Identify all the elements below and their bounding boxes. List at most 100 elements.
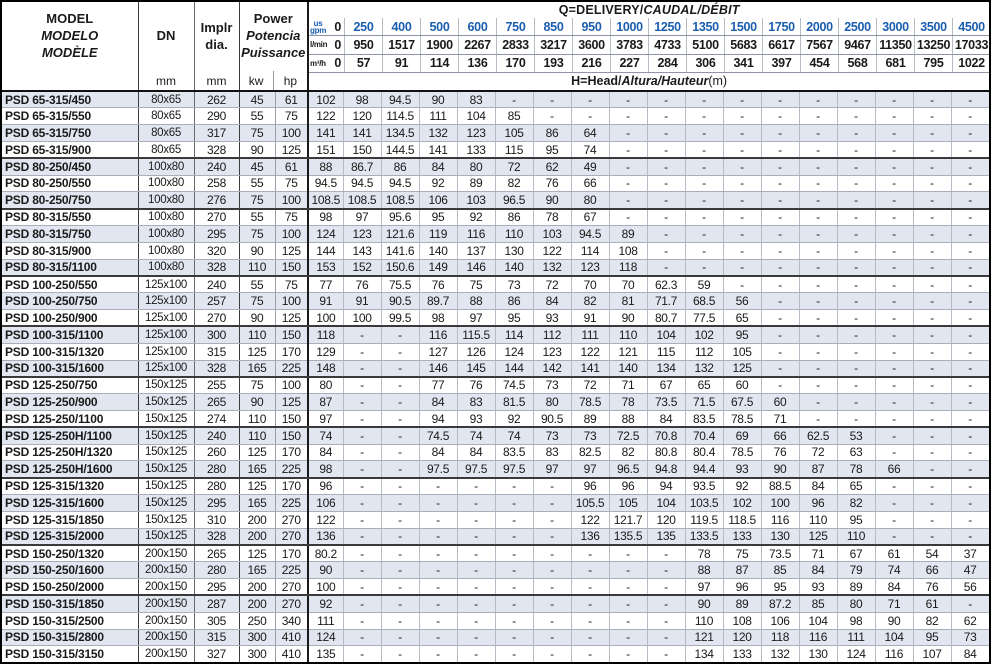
head-cell: -	[571, 578, 610, 597]
flow-value-gpm: 850	[534, 18, 572, 36]
head-cell: -	[951, 242, 989, 260]
head-cell: -	[875, 225, 914, 243]
head-cell: 93.5	[685, 477, 724, 495]
head-cell: -	[381, 376, 420, 395]
head-cell: -	[799, 410, 838, 429]
head-cell: 87	[723, 561, 762, 580]
head-cell: -	[457, 612, 496, 630]
head-cell: -	[837, 309, 876, 328]
hp-cell: 125	[275, 242, 310, 260]
head-cell: 93	[457, 410, 496, 429]
head-cell: 92	[495, 410, 534, 429]
dn-cell: 100x80	[138, 259, 195, 277]
table-row: PSD 100-250/750 125x100 257 75 100 91 91 90.5 89…	[2, 292, 989, 311]
dia-cell: 255	[194, 376, 240, 395]
head-cell: -	[761, 376, 800, 395]
head-cell: -	[951, 393, 989, 411]
head-cell: 97	[308, 410, 344, 429]
head-cell: -	[533, 477, 572, 495]
head-cell: 74	[495, 427, 534, 445]
table-row: PSD 65-315/900 80x65 328 90 125 151 150 144.5 14…	[2, 141, 989, 160]
head-cell: 118	[761, 629, 800, 647]
head-cell: -	[875, 259, 914, 277]
head-cell: -	[685, 208, 724, 226]
head-cell: -	[799, 376, 838, 395]
head-cell: 80.8	[647, 444, 686, 462]
head-cell: -	[533, 544, 572, 563]
head-cell: -	[571, 107, 610, 126]
head-cell: 133.5	[685, 528, 724, 546]
head-cell: -	[761, 191, 800, 210]
model-cell: PSD 125-315/1850	[2, 511, 139, 529]
kw-cell: 55	[239, 175, 276, 193]
head-cell: 97.5	[419, 460, 458, 479]
head-cell: -	[495, 629, 534, 647]
head-cell: -	[913, 208, 952, 226]
head-cell: 94.5	[381, 91, 420, 109]
head-cell: 102	[723, 494, 762, 512]
model-cell: PSD 125-250/900	[2, 393, 139, 411]
head-cell: 82	[609, 444, 648, 462]
head-cell: -	[723, 259, 762, 277]
hp-cell: 225	[275, 460, 310, 479]
head-cell: 80	[837, 595, 876, 613]
head-cell: -	[381, 393, 420, 411]
flow-row-m3h: m³/h 0 57 91 114 136 170 193 216 227 284 306 341 397 4…	[309, 53, 989, 72]
dn-cell: 200x150	[138, 578, 195, 597]
head-cell: -	[647, 242, 686, 260]
dn-cell: 100x80	[138, 175, 195, 193]
flow-value-gpm: 250	[344, 18, 382, 36]
head-cell: -	[951, 158, 989, 176]
head-cell: 76	[457, 376, 496, 395]
head-cell: -	[609, 124, 648, 142]
model-cell: PSD 125-250H/1600	[2, 460, 139, 479]
head-cell: 148	[308, 360, 344, 378]
head-cell: 134.5	[381, 124, 420, 142]
impeller-label-1: Implr	[200, 19, 233, 35]
head-cell: 121.6	[381, 225, 420, 243]
flow-row-gpm: us gpm 0 250 400 500 600 750 850 950 1000 1250 1350…	[309, 18, 989, 36]
head-cell: 90	[609, 309, 648, 328]
head-cell: 89	[609, 225, 648, 243]
head-cell: 116	[875, 645, 914, 662]
head-cell: -	[381, 561, 420, 580]
flow-value-lmin: 1900	[420, 36, 458, 54]
head-cell: -	[723, 107, 762, 126]
dia-cell: 290	[194, 107, 240, 126]
head-cell: -	[837, 175, 876, 193]
head-cell: -	[913, 242, 952, 260]
head-cell: 93	[799, 578, 838, 597]
head-cell: -	[799, 208, 838, 226]
head-cell: 144	[308, 242, 344, 260]
head-cell: 84	[799, 561, 838, 580]
head-cell: -	[495, 91, 534, 109]
kw-cell: 200	[239, 595, 276, 613]
dn-cell: 150x125	[138, 376, 195, 395]
head-cell: 85	[495, 107, 534, 126]
head-cell: 106	[419, 191, 458, 210]
head-cell: -	[647, 544, 686, 563]
head-cell: -	[951, 376, 989, 395]
flow-value-gpm: 600	[458, 18, 496, 36]
head-cell: -	[343, 360, 382, 378]
head-cell: -	[343, 612, 382, 630]
head-cell: 105	[609, 494, 648, 512]
hp-cell: 125	[275, 393, 310, 411]
head-cell: 93	[533, 309, 572, 328]
flow-zero-value: 0	[334, 19, 342, 34]
head-cell: 84	[799, 477, 838, 495]
table-row: PSD 150-315/1850 200x150 287 200 270 92- - - - - -…	[2, 595, 989, 613]
head-cell: -	[875, 175, 914, 193]
hp-cell: 270	[275, 595, 310, 613]
head-cell: 91	[571, 309, 610, 328]
head-cell: -	[799, 259, 838, 277]
head-cell: 84	[875, 578, 914, 597]
head-cell: 73.5	[761, 544, 800, 563]
head-cell: -	[951, 460, 989, 479]
head-cell: 114	[571, 242, 610, 260]
head-cell: -	[837, 225, 876, 243]
head-cell: 107	[913, 645, 952, 662]
dia-cell: 270	[194, 309, 240, 328]
head-cell: -	[419, 561, 458, 580]
head-cell: 74	[875, 561, 914, 580]
